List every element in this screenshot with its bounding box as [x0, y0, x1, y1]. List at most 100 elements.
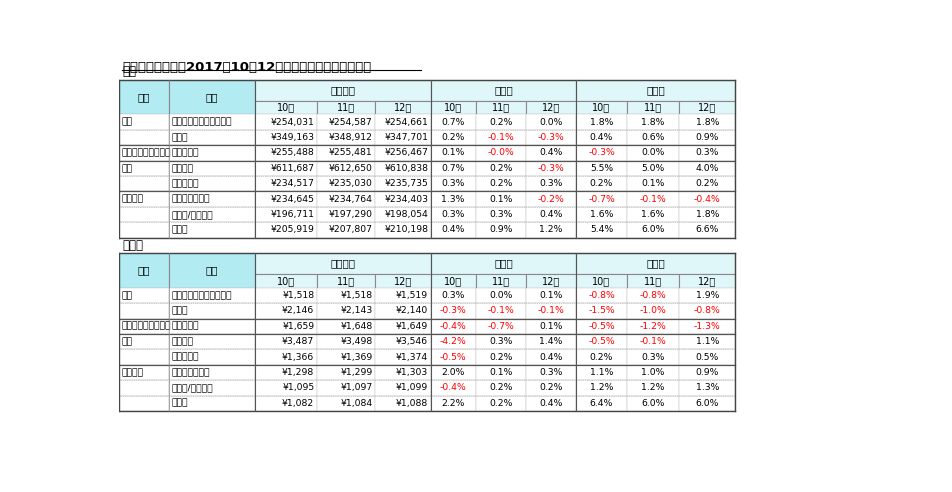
Bar	[626, 222, 680, 238]
Bar	[526, 380, 576, 396]
Bar	[317, 349, 375, 365]
Bar	[169, 161, 254, 176]
Bar	[430, 303, 475, 318]
Text: ¥254,031: ¥254,031	[270, 118, 314, 126]
Bar	[119, 303, 169, 318]
Bar	[626, 176, 680, 191]
Text: 1.1%: 1.1%	[696, 337, 719, 346]
Bar	[375, 176, 430, 191]
Text: 0.2%: 0.2%	[489, 118, 512, 126]
Text: -0.0%: -0.0%	[487, 149, 514, 157]
Bar	[626, 380, 680, 396]
Text: 前年比: 前年比	[646, 258, 665, 269]
Bar	[626, 145, 680, 161]
Bar	[317, 334, 375, 349]
Bar	[680, 380, 735, 396]
Bar	[576, 191, 626, 207]
Text: ¥1,097: ¥1,097	[340, 383, 372, 392]
Text: -0.8%: -0.8%	[588, 291, 615, 300]
Bar	[430, 288, 475, 303]
Bar	[475, 334, 526, 349]
Bar	[626, 274, 680, 288]
Text: 2.0%: 2.0%	[442, 368, 465, 377]
Bar	[317, 222, 375, 238]
Bar	[680, 274, 735, 288]
Text: ¥234,764: ¥234,764	[328, 195, 372, 204]
Bar	[430, 101, 475, 115]
Bar	[317, 274, 375, 288]
Bar	[317, 176, 375, 191]
Bar	[254, 191, 317, 207]
Text: 1.6%: 1.6%	[589, 210, 613, 219]
Text: 0.1%: 0.1%	[442, 149, 465, 157]
Text: ¥1,369: ¥1,369	[340, 353, 372, 362]
Bar	[169, 318, 254, 334]
Text: 薬剤師: 薬剤師	[171, 307, 188, 315]
Bar	[119, 334, 169, 349]
Text: ¥347,701: ¥347,701	[385, 133, 428, 142]
Bar	[475, 380, 526, 396]
Bar	[169, 288, 254, 303]
Bar	[254, 396, 317, 411]
Text: 0.6%: 0.6%	[642, 133, 664, 142]
Text: 11月: 11月	[644, 102, 662, 113]
Bar	[375, 207, 430, 222]
Bar	[680, 207, 735, 222]
Bar	[119, 207, 169, 222]
Text: 保育士: 保育士	[171, 225, 188, 235]
Text: 0.2%: 0.2%	[489, 399, 512, 408]
Text: ¥349,163: ¥349,163	[270, 133, 314, 142]
Text: -0.3%: -0.3%	[440, 307, 466, 315]
Bar	[680, 334, 735, 349]
Bar	[119, 396, 169, 411]
Bar	[576, 365, 626, 380]
Bar	[119, 253, 169, 288]
Bar	[475, 396, 526, 411]
Bar	[576, 288, 626, 303]
Text: 1.6%: 1.6%	[642, 210, 664, 219]
Text: ¥205,919: ¥205,919	[270, 225, 314, 235]
Text: 理学療法士: 理学療法士	[171, 149, 199, 157]
Text: 11月: 11月	[491, 276, 509, 286]
Text: 6.0%: 6.0%	[642, 399, 664, 408]
Text: 1.8%: 1.8%	[696, 210, 719, 219]
Text: 6.4%: 6.4%	[589, 399, 613, 408]
Bar	[430, 253, 576, 274]
Bar	[317, 115, 375, 130]
Text: 0.2%: 0.2%	[489, 353, 512, 362]
Bar	[626, 191, 680, 207]
Bar	[626, 207, 680, 222]
Bar	[317, 288, 375, 303]
Text: 歯科医師: 歯科医師	[171, 164, 193, 173]
Bar	[169, 176, 254, 191]
Bar	[254, 161, 317, 176]
Text: 0.3%: 0.3%	[696, 149, 719, 157]
Bar	[576, 130, 626, 145]
Text: ¥610,838: ¥610,838	[385, 164, 428, 173]
Bar	[375, 288, 430, 303]
Bar	[317, 207, 375, 222]
Text: 0.2%: 0.2%	[589, 353, 613, 362]
Bar	[475, 207, 526, 222]
Text: 0.2%: 0.2%	[489, 164, 512, 173]
Text: 6.0%: 6.0%	[696, 399, 719, 408]
Bar	[576, 303, 626, 318]
Bar	[254, 130, 317, 145]
Text: 看護師（准看護師除く）: 看護師（准看護師除く）	[171, 291, 232, 300]
Bar	[680, 349, 735, 365]
Text: 0.4%: 0.4%	[442, 225, 465, 235]
Bar	[576, 334, 626, 349]
Bar	[375, 349, 430, 365]
Bar	[526, 288, 576, 303]
Text: 4.0%: 4.0%	[696, 164, 719, 173]
Text: 10月: 10月	[592, 276, 610, 286]
Bar	[430, 207, 475, 222]
Bar	[680, 176, 735, 191]
Bar	[526, 349, 576, 365]
Bar	[430, 318, 475, 334]
Text: 0.3%: 0.3%	[540, 368, 563, 377]
Text: ¥1,366: ¥1,366	[282, 353, 314, 362]
Bar	[375, 101, 430, 115]
Text: 介護職/ヘルパー: 介護職/ヘルパー	[171, 383, 213, 392]
Bar	[254, 253, 430, 274]
